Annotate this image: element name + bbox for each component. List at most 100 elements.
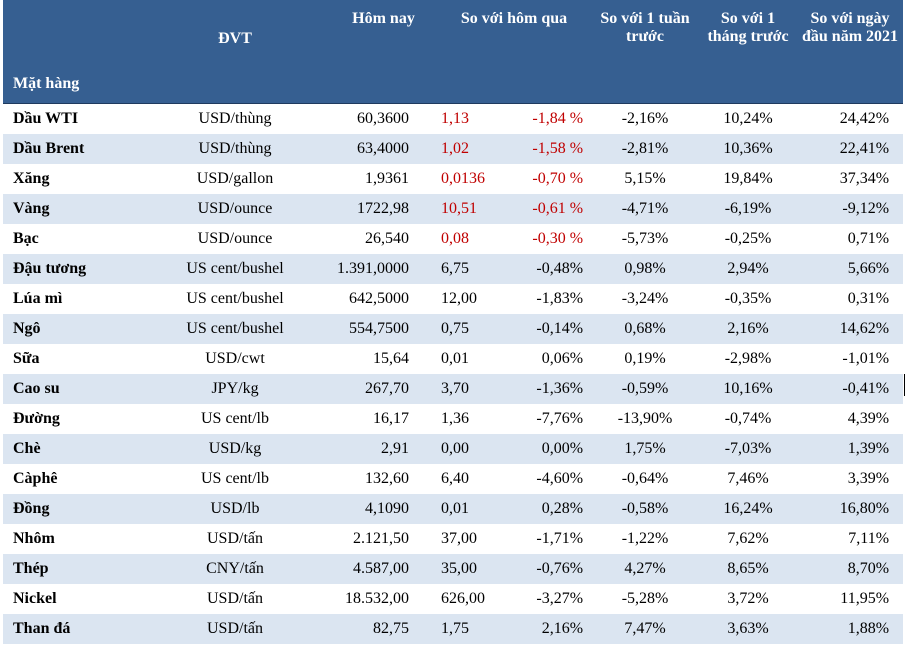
cell-vs-month: 19,84% xyxy=(699,164,798,194)
cell-change: 6,13 xyxy=(437,644,501,648)
cell-change-pct: 2,16% xyxy=(501,614,592,644)
cell-vs-ytd: 0,31% xyxy=(797,284,903,314)
cell-vs-month: 15,71% xyxy=(699,644,798,648)
cell-vs-ytd: -9,12% xyxy=(797,194,903,224)
table-row: Càphê US cent/lb 132,60 6,40 -4,60% -0,64% 7,4… xyxy=(3,464,903,494)
cell-change: 1,02 xyxy=(437,134,501,164)
cell-change: 0,75 xyxy=(437,314,501,344)
cell-commodity: Lúa mì xyxy=(3,284,140,314)
cell-vs-ytd: 1,39% xyxy=(797,434,903,464)
cell-change-pct: -1,36% xyxy=(501,374,592,404)
cell-today: 267,70 xyxy=(330,374,437,404)
header-vs-week: So với 1 tuần trước xyxy=(591,0,700,104)
cell-change: 10,51 xyxy=(437,194,501,224)
cell-today: 2,91 xyxy=(330,434,437,464)
cell-vs-ytd: 14,62% xyxy=(797,314,903,344)
cell-vs-month: -7,03% xyxy=(699,434,798,464)
cell-today: 60,3600 xyxy=(330,103,437,134)
cell-today: 1,9361 xyxy=(330,164,437,194)
table-row: Ngô US cent/bushel 554,7500 0,75 -0,14% 0,68%… xyxy=(3,314,903,344)
cell-change: 35,00 xyxy=(437,554,501,584)
cell-vs-week: 0,98% xyxy=(591,254,700,284)
cell-today: 171,7400 xyxy=(330,644,437,648)
cell-vs-week: -3,24% xyxy=(591,284,700,314)
cell-unit: USD/lb xyxy=(140,494,330,524)
cell-vs-ytd: 24,42% xyxy=(797,103,903,134)
cell-unit: USD/tấn xyxy=(140,644,330,648)
cell-commodity: Thép xyxy=(3,554,140,584)
cell-change-pct: 0,28% xyxy=(501,494,592,524)
cell-change: 1,75 xyxy=(437,614,501,644)
table-row: Quặng sắt TQUSD/tấn171,74006,133,70%4,80… xyxy=(3,644,903,648)
cell-change-pct: -1,83% xyxy=(501,284,592,314)
cell-change-pct: 0,00% xyxy=(501,434,592,464)
cell-change-pct: -0,76% xyxy=(501,554,592,584)
cell-unit: US cent/bushel xyxy=(140,314,330,344)
cell-unit: US cent/lb xyxy=(140,404,330,434)
cell-commodity: Dầu WTI xyxy=(3,103,140,134)
cell-unit: US cent/bushel xyxy=(140,284,330,314)
cell-commodity: Ngô xyxy=(3,314,140,344)
header-unit: ĐVT xyxy=(140,0,330,104)
cell-today: 642,5000 xyxy=(330,284,437,314)
cell-vs-month: -0,25% xyxy=(699,224,798,254)
cell-commodity: Cao su xyxy=(3,374,140,404)
cell-change: 12,00 xyxy=(437,284,501,314)
table-row: Vàng USD/ounce 1722,98 10,51 -0,61 % -4,71% -6… xyxy=(3,194,903,224)
cell-today: 1.391,0000 xyxy=(330,254,437,284)
cell-vs-week: -13,90% xyxy=(591,404,700,434)
cell-change-pct: -0,14% xyxy=(501,314,592,344)
cell-vs-month: 16,24% xyxy=(699,494,798,524)
cell-vs-week: 0,19% xyxy=(591,344,700,374)
cell-vs-ytd: 3,39% xyxy=(797,464,903,494)
cell-vs-month: 3,72% xyxy=(699,584,798,614)
cell-vs-ytd: -0,41% xyxy=(797,374,903,404)
cell-commodity: Bạc xyxy=(3,224,140,254)
cell-change: 6,75 xyxy=(437,254,501,284)
cell-unit: USD/tấn xyxy=(140,524,330,554)
cell-change-pct: -4,60% xyxy=(501,464,592,494)
cell-unit: USD/cwt xyxy=(140,344,330,374)
cell-vs-month: 3,63% xyxy=(699,614,798,644)
cell-change: 0,01 xyxy=(437,494,501,524)
cell-vs-month: 2,16% xyxy=(699,314,798,344)
table-body: Dầu WTI USD/thùng 60,3600 1,13 -1,84 % -2,16%… xyxy=(3,103,903,648)
cell-change: 0,0136 xyxy=(437,164,501,194)
cell-vs-month: 2,94% xyxy=(699,254,798,284)
cell-vs-week: -0,58% xyxy=(591,494,700,524)
cell-commodity: Than đá xyxy=(3,614,140,644)
cell-unit: USD/thùng xyxy=(140,103,330,134)
cell-vs-ytd: 7,11% xyxy=(797,524,903,554)
table-row: Lúa mì US cent/bushel 642,5000 12,00 -1,83% -… xyxy=(3,284,903,314)
cell-vs-week: 5,15% xyxy=(591,164,700,194)
cell-change: 1,36 xyxy=(437,404,501,434)
cell-change: 0,00 xyxy=(437,434,501,464)
cell-vs-month: -0,74% xyxy=(699,404,798,434)
cell-commodity: Nickel xyxy=(3,584,140,614)
cell-vs-week: -5,28% xyxy=(591,584,700,614)
cell-vs-month: 10,36% xyxy=(699,134,798,164)
cell-commodity: Càphê xyxy=(3,464,140,494)
cell-vs-ytd: 16,80% xyxy=(797,494,903,524)
cell-commodity: Sữa xyxy=(3,344,140,374)
cell-vs-ytd: -1,01% xyxy=(797,344,903,374)
table-row: Cao su JPY/kg 267,70 3,70 -1,36% -0,59% 10,16%… xyxy=(3,374,903,404)
cell-commodity: Vàng xyxy=(3,194,140,224)
cell-unit: USD/kg xyxy=(140,434,330,464)
cell-unit: USD/ounce xyxy=(140,194,330,224)
cell-commodity: Nhôm xyxy=(3,524,140,554)
cell-vs-week: -5,73% xyxy=(591,224,700,254)
cell-vs-ytd: 5,66% xyxy=(797,254,903,284)
table-row: Thép CNY/tấn 4.587,00 35,00 -0,76% 4,27% 8,65%… xyxy=(3,554,903,584)
edge-marker xyxy=(904,374,905,396)
cell-change-pct: -3,27% xyxy=(501,584,592,614)
header-vs-month: So với 1 tháng trước xyxy=(699,0,798,104)
header-vs-prev-day: So với hôm qua xyxy=(437,0,592,104)
cell-vs-month: 7,62% xyxy=(699,524,798,554)
cell-change-pct: -1,84 % xyxy=(501,103,592,134)
cell-today: 16,17 xyxy=(330,404,437,434)
cell-vs-week: 7,47% xyxy=(591,614,700,644)
cell-change-pct: -0,70 % xyxy=(501,164,592,194)
table-row: Bạc USD/ounce 26,540 0,08 -0,30 % -5,73% -0,25… xyxy=(3,224,903,254)
cell-change-pct: 3,70% xyxy=(501,644,592,648)
